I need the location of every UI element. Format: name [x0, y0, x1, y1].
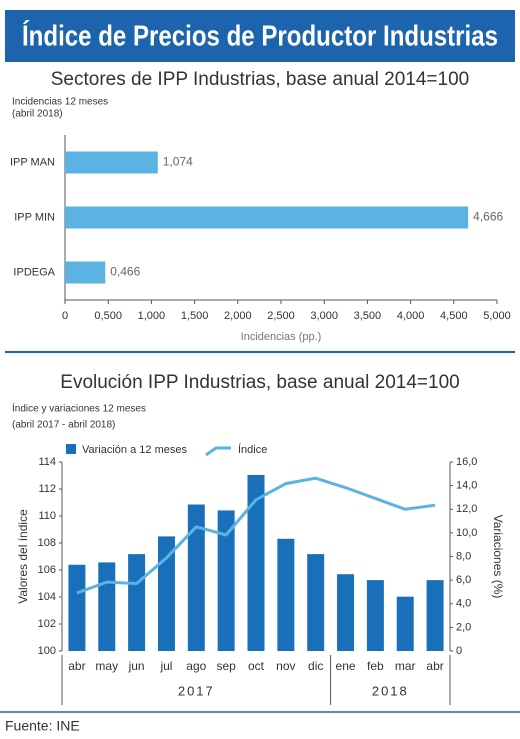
category-label: IPDEGA — [13, 266, 55, 278]
bar — [307, 554, 325, 651]
x-tick-label: 4,000 — [397, 310, 425, 322]
x-tick-label: 2,000 — [224, 310, 252, 322]
y2-tick-label: 16,0 — [456, 456, 477, 468]
y2-tick-label: 14,0 — [456, 480, 477, 492]
y-tick-label: 106 — [38, 564, 56, 576]
bar — [65, 151, 158, 174]
x-tick-label: 0,500 — [94, 310, 122, 322]
x-tick-label: jul — [159, 659, 172, 673]
y-tick-label: 102 — [38, 618, 56, 630]
x-tick-label: 0 — [62, 310, 68, 322]
source: Fuente: INE — [5, 718, 80, 734]
y2-tick-label: 2,0 — [456, 621, 471, 633]
x-axis-label: Incidencias (pp.) — [241, 331, 322, 343]
x-tick-label: 5,000 — [483, 310, 511, 322]
chart-title: Evolución IPP Industrias, base anual 201… — [60, 372, 459, 393]
y-tick-label: 112 — [38, 483, 56, 495]
bar — [337, 574, 355, 651]
bar — [65, 206, 469, 229]
bar — [366, 580, 384, 651]
y-tick-label: 110 — [38, 510, 56, 522]
y2-tick-label: 6,0 — [456, 574, 471, 586]
group-label: 2018 — [372, 683, 409, 698]
bar — [98, 562, 116, 651]
y2-tick-label: 0 — [456, 645, 462, 657]
x-tick-label: 4,500 — [440, 310, 468, 322]
y-tick-label: 104 — [38, 591, 56, 603]
y2-tick-label: 12,0 — [456, 503, 477, 515]
x-tick-label: sep — [216, 659, 236, 673]
x-tick-label: 3,000 — [310, 310, 338, 322]
bar — [247, 474, 265, 651]
bar — [65, 261, 106, 284]
x-tick-label: abr — [68, 659, 85, 673]
x-tick-label: dic — [308, 659, 323, 673]
x-tick-label: may — [95, 659, 118, 673]
legend-label: Índice — [238, 443, 267, 456]
bar — [217, 510, 235, 651]
x-tick-label: abr — [426, 659, 443, 673]
bar — [128, 554, 146, 651]
legend-label: Variación a 12 meses — [82, 444, 187, 456]
subtitle: Índice y variaciones 12 meses — [12, 402, 146, 415]
x-tick-label: 1,000 — [138, 310, 166, 322]
y-axis-label: Valores del índice — [16, 509, 30, 604]
x-tick-label: 1,500 — [181, 310, 209, 322]
y-tick-label: 114 — [38, 456, 56, 468]
group-label: 2017 — [178, 683, 215, 698]
legend-swatch — [205, 446, 231, 457]
subtitle: (abril 2018) — [12, 109, 63, 120]
subtitle: (abril 2017 - abril 2018) — [12, 420, 115, 431]
x-tick-label: nov — [276, 659, 295, 673]
legend-swatch — [66, 444, 76, 454]
x-tick-label: 3,500 — [354, 310, 382, 322]
bar — [187, 504, 205, 651]
x-tick-label: oct — [248, 659, 265, 673]
x-tick-label: jun — [128, 659, 145, 673]
value-label: 1,074 — [163, 155, 193, 169]
chart-title: Sectores de IPP Industrias, base anual 2… — [51, 69, 469, 90]
y2-tick-label: 8,0 — [456, 550, 471, 562]
x-tick-label: 2,500 — [267, 310, 295, 322]
bar — [426, 580, 444, 651]
y-tick-label: 108 — [38, 537, 56, 549]
header-title: Índice de Precios de Productor Industria… — [22, 19, 498, 53]
bar — [277, 538, 295, 651]
subtitle: Incidencias 12 meses — [12, 97, 108, 108]
bar — [396, 596, 414, 651]
x-tick-label: feb — [367, 659, 384, 673]
y2-tick-label: 10,0 — [456, 527, 477, 539]
value-label: 0,466 — [110, 265, 140, 279]
x-tick-label: ago — [186, 659, 206, 673]
y2-axis-label: Variaciones (%) — [491, 515, 505, 599]
category-label: IPP MAN — [10, 156, 55, 168]
x-tick-label: ene — [336, 659, 356, 673]
value-label: 4,666 — [473, 210, 503, 224]
bar — [157, 536, 175, 651]
y2-tick-label: 4,0 — [456, 598, 471, 610]
x-tick-label: mar — [395, 659, 416, 673]
header-band — [5, 10, 515, 62]
bar — [68, 564, 86, 651]
y-tick-label: 100 — [38, 645, 56, 657]
category-label: IPP MIN — [14, 211, 55, 223]
line — [76, 476, 436, 595]
